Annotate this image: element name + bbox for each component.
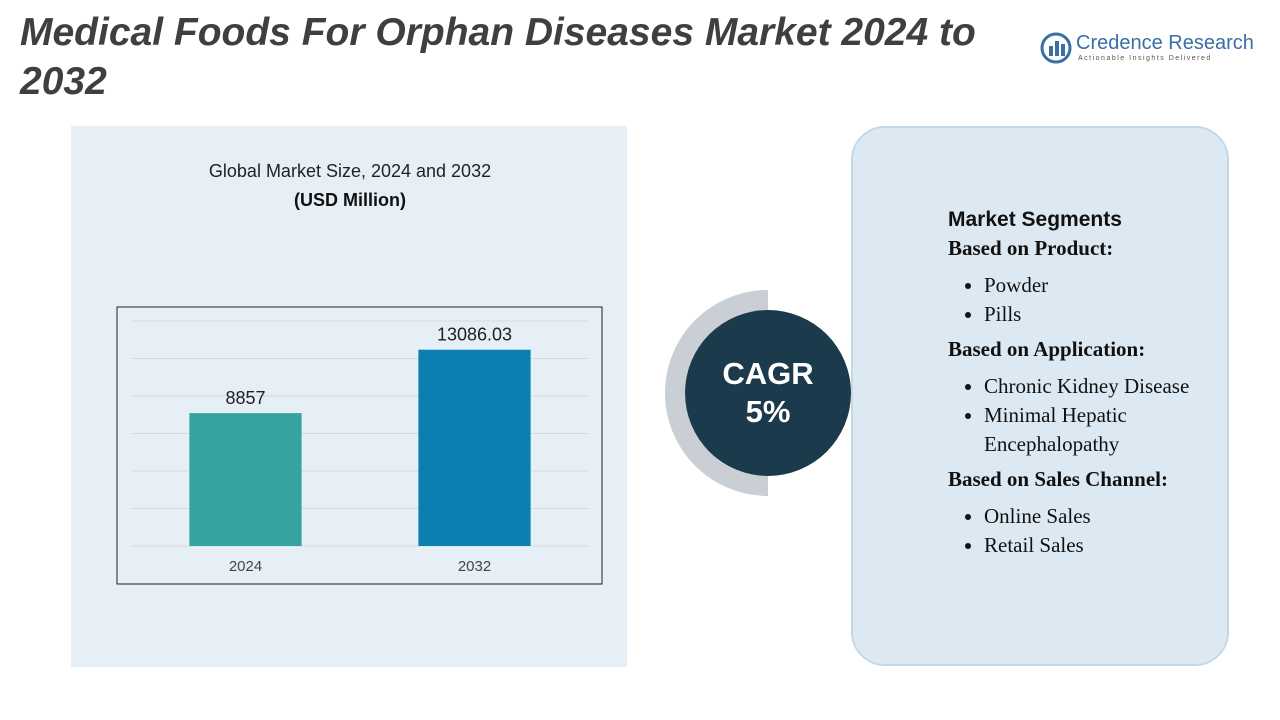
cagr-ring bbox=[665, 290, 768, 496]
segments-panel: Market Segments Based on Product: PowderPi… bbox=[851, 126, 1229, 666]
segment-item: Pills bbox=[984, 300, 1227, 329]
chart-frame bbox=[116, 306, 603, 585]
value-label: 8857 bbox=[225, 388, 265, 408]
cagr-circle bbox=[685, 310, 851, 476]
chart-title: Global Market Size, 2024 and 2032 bbox=[209, 161, 491, 181]
segment-item: Powder bbox=[984, 271, 1227, 300]
value-label: 13086.03 bbox=[437, 324, 512, 344]
segment-list: Chronic Kidney DiseaseMinimal Hepatic En… bbox=[948, 372, 1227, 459]
x-tick-label: 2024 bbox=[229, 558, 262, 575]
segment-item: Online Sales bbox=[984, 502, 1227, 531]
segment-group-title: Based on Product: bbox=[948, 236, 1114, 260]
logo-tagline: Actionable Insights Delivered bbox=[1078, 55, 1212, 62]
page-title: Medical Foods For Orphan Diseases Market… bbox=[20, 11, 976, 103]
segments-heading: Market Segments bbox=[948, 208, 1122, 231]
segment-group-title: Based on Sales Channel: bbox=[948, 467, 1168, 491]
segment-list: PowderPills bbox=[948, 271, 1227, 329]
segment-item: Chronic Kidney Disease bbox=[984, 372, 1227, 401]
logo: Credence Research Actionable Insights De… bbox=[1040, 32, 1254, 64]
segment-list: Online SalesRetail Sales bbox=[948, 502, 1227, 560]
cagr-label: CAGR bbox=[722, 356, 813, 391]
segment-item: Minimal Hepatic Encephalopathy bbox=[984, 401, 1227, 459]
bar bbox=[189, 413, 302, 546]
bar bbox=[418, 349, 531, 546]
logo-icon bbox=[1040, 32, 1072, 64]
segment-group-title: Based on Application: bbox=[948, 337, 1146, 361]
chart-subtitle: (USD Million) bbox=[294, 190, 406, 210]
segment-item: Retail Sales bbox=[984, 531, 1227, 560]
cagr-value: 5% bbox=[746, 394, 791, 429]
logo-name: Credence Research bbox=[1076, 32, 1254, 54]
x-tick-label: 2032 bbox=[458, 558, 491, 575]
